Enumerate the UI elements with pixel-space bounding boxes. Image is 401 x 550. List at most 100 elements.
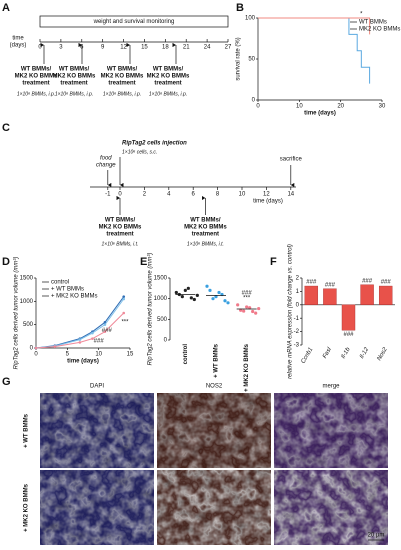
point <box>91 331 94 335</box>
y-tick-label: 1000 <box>154 296 168 302</box>
x-tick-label: 0 <box>256 104 260 110</box>
y-tick-label: 100 <box>245 16 256 22</box>
treatment: treatment <box>154 81 181 87</box>
sacrifice: sacrifice <box>280 157 303 163</box>
panel-label: G <box>2 376 11 388</box>
tick-label: 24 <box>204 45 211 51</box>
y-tick-label: 1500 <box>154 276 168 282</box>
point <box>122 311 126 315</box>
point <box>103 330 107 333</box>
y-tick-label: 1500 <box>20 276 34 282</box>
treatment: treatment <box>108 81 135 87</box>
y-tick-label: 500 <box>23 322 34 328</box>
x-tick-label: 10 <box>296 104 303 110</box>
point <box>122 295 126 298</box>
series-line <box>35 312 125 349</box>
y-tick-label: 50 <box>248 57 255 63</box>
dose: 1×10⁶ BMMs, i.t. <box>187 241 224 247</box>
panel-label: A <box>2 2 10 14</box>
dot <box>192 297 196 302</box>
x-axis-label: time (days) <box>304 111 336 117</box>
y-tick-label: 0 <box>30 346 34 352</box>
annotation: ### <box>381 280 392 286</box>
x-tick-label: 0 <box>34 352 38 358</box>
dot <box>180 295 184 299</box>
x-tick-label: Il-12 <box>359 346 370 360</box>
tick-label: 18 <box>162 45 169 51</box>
y-tick-label: -1 <box>294 316 300 322</box>
treatment: treatment <box>106 232 133 238</box>
dot <box>211 297 215 301</box>
legend-label: + WT BMMs <box>51 287 84 293</box>
axis-label: time <box>12 36 24 42</box>
treatment: WT BMMs/ <box>59 67 90 73</box>
tick-label: 0 <box>118 192 122 198</box>
micrograph-texture <box>40 393 154 468</box>
treatment: WT BMMs/ <box>107 67 138 73</box>
treatment: MK2 KO BMMs <box>53 74 96 80</box>
treatment: MK2 KO BMMs <box>15 74 58 80</box>
axis-label: (days) <box>10 43 27 49</box>
tick-label: -1 <box>105 192 111 198</box>
banner-text: weight and survival monitoring <box>93 19 175 25</box>
panel-label: C <box>2 122 10 134</box>
tick-label: 10 <box>239 192 246 198</box>
annotation: ### <box>325 282 336 288</box>
annotation: * <box>360 12 363 18</box>
tick-label: 2 <box>143 192 147 198</box>
point <box>78 341 82 344</box>
tick-label: 6 <box>192 192 196 198</box>
x-tick-label: 30 <box>379 104 386 110</box>
x-tick-label: Il-1b <box>341 346 352 360</box>
dot <box>248 306 252 310</box>
dot <box>223 299 227 303</box>
dot <box>245 305 249 309</box>
treatment: MK2 KO BMMs <box>101 74 144 80</box>
cells: 1×10⁶ cells, s.c. <box>122 149 157 155</box>
tick-label: 3 <box>59 45 63 51</box>
dot <box>174 290 178 295</box>
tick-label: 0 <box>38 45 42 51</box>
bar <box>323 288 337 306</box>
point <box>103 323 107 326</box>
dot <box>195 293 199 297</box>
dot <box>226 301 230 305</box>
y-tick-label: 2 <box>296 276 300 282</box>
column-header: NOS2 <box>206 384 223 390</box>
tick-label: 15 <box>141 45 148 51</box>
micrograph-texture <box>157 470 271 545</box>
treatment: treatment <box>22 81 49 87</box>
tick-label: 4 <box>167 192 171 198</box>
treatment: WT BMMs/ <box>105 218 136 224</box>
bar <box>378 285 393 306</box>
y-axis-label: relative mRNA expression (fold change vs… <box>288 244 294 379</box>
treatment: WT BMMs/ <box>153 67 184 73</box>
tick-label: 12 <box>120 45 127 51</box>
annotation: ### <box>242 291 253 297</box>
y-tick-label: 0 <box>164 338 168 344</box>
banner <box>39 15 229 28</box>
panel-label: E <box>140 256 147 268</box>
tick-label: 27 <box>225 45 232 51</box>
micrograph-texture <box>157 393 271 468</box>
dot <box>183 288 187 292</box>
x-tick-label: 15 <box>127 352 134 358</box>
c-title: RipTag2 cells injection <box>122 141 187 147</box>
annotation: *** <box>243 296 251 302</box>
series-line <box>258 17 371 35</box>
treatment: WT BMMs/ <box>190 218 221 224</box>
annotation: ### <box>94 339 105 345</box>
treatment: MK2 KO BMMs <box>99 225 142 231</box>
panel-label: D <box>2 256 10 268</box>
row-label: + MK2 KO BMMs <box>24 483 30 532</box>
point <box>122 297 126 301</box>
dose: 1×10⁶ BMMs, i.p. <box>17 91 55 97</box>
legend-label: + MK2 KO BMMs <box>51 294 98 300</box>
micrograph-texture <box>40 470 154 545</box>
dot <box>205 284 209 288</box>
treatment: treatment <box>192 232 219 238</box>
dot <box>239 308 243 312</box>
dot <box>208 288 212 292</box>
tick-label: 12 <box>263 192 270 198</box>
